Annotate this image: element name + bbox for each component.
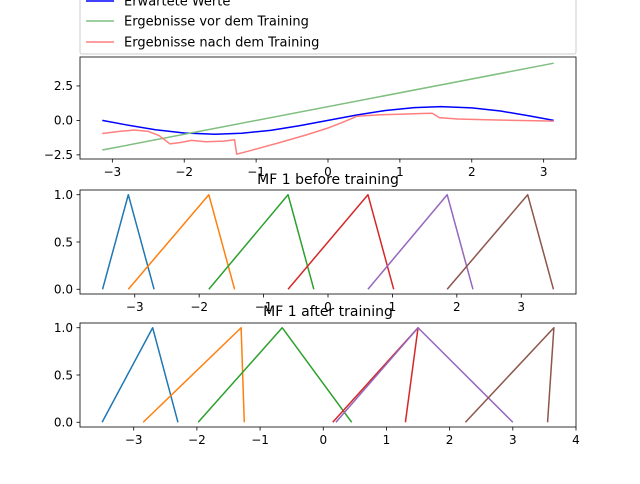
subplot-title-mf-before: MF 1 before training <box>257 172 399 188</box>
series-line-2-5 <box>464 326 555 423</box>
y-tick-label-0-0: −2.5 <box>44 148 73 162</box>
x-tick-label-2-1: −2 <box>188 433 206 447</box>
series-line-1-4 <box>367 193 474 290</box>
x-tick-label-0-5: 2 <box>468 165 476 179</box>
axes-frame-0 <box>79 56 577 160</box>
x-tick-label-2-4: 1 <box>383 433 391 447</box>
x-tick-label-2-0: −3 <box>125 433 143 447</box>
legend-label-before: Ergebnisse vor dem Training <box>124 15 309 30</box>
x-tick-label-2-2: −1 <box>251 433 269 447</box>
series-line-2-1 <box>142 326 246 423</box>
x-tick-label-1-1: −2 <box>190 300 208 314</box>
x-tick-label-2-6: 3 <box>509 433 517 447</box>
series-line-0-1 <box>102 62 554 151</box>
series-line-1-1 <box>127 193 236 290</box>
y-tick-label-1-2: 1.0 <box>54 188 73 202</box>
legend-frame <box>79 0 577 55</box>
x-tick-label-2-3: 0 <box>319 433 327 447</box>
x-tick-label-1-2: −1 <box>255 300 273 314</box>
x-tick-label-1-3: 0 <box>324 300 332 314</box>
x-tick-label-0-0: −3 <box>103 165 121 179</box>
x-tick-label-1-4: 1 <box>389 300 397 314</box>
series-line-1-3 <box>287 193 395 290</box>
x-tick-label-0-6: 3 <box>540 165 548 179</box>
subplot-mf-after: MF 1 after training −3 −2 −1 0 1 2 3 4 0.0 0.5 1.0 <box>54 304 580 447</box>
series-line-0-0 <box>102 105 554 135</box>
subplot-mf-before: MF 1 before training −3 −2 −1 0 1 2 3 0.0 0.5 1.0 <box>54 172 577 314</box>
y-tick-label-2-0: 0.0 <box>54 416 73 430</box>
subplot-predictions: −3 −2 −1 0 1 2 3 −2.5 0.0 2.5 <box>44 56 577 179</box>
y-tick-label-1-0: 0.0 <box>54 283 73 297</box>
series-line-2-0 <box>101 326 179 423</box>
series-line-2-4 <box>335 326 514 423</box>
x-tick-label-1-0: −3 <box>126 300 144 314</box>
y-tick-label-2-2: 1.0 <box>54 321 73 335</box>
legend-label-after: Ergebnisse nach dem Training <box>124 36 319 51</box>
y-tick-label-2-1: 0.5 <box>54 368 73 382</box>
x-tick-label-0-4: 1 <box>396 165 404 179</box>
x-tick-label-0-2: −1 <box>247 165 265 179</box>
x-tick-label-1-6: 3 <box>517 300 525 314</box>
series-line-1-2 <box>208 193 315 290</box>
x-tick-label-1-5: 2 <box>453 300 461 314</box>
series-line-1-5 <box>446 193 555 290</box>
x-tick-label-2-7: 4 <box>572 433 580 447</box>
legend-label-expected: Erwartete Werte <box>124 0 230 10</box>
x-tick-label-0-3: 0 <box>324 165 332 179</box>
legend: Erwartete Werte Ergebnisse vor dem Train… <box>79 0 577 55</box>
series-line-2-2 <box>197 326 353 423</box>
series-line-1-0 <box>101 193 155 290</box>
y-tick-label-0-1: 0.0 <box>54 114 73 128</box>
series-line-0-2 <box>102 112 554 155</box>
x-tick-label-0-1: −2 <box>175 165 193 179</box>
x-tick-label-2-5: 2 <box>446 433 454 447</box>
y-tick-label-1-1: 0.5 <box>54 235 73 249</box>
y-tick-label-0-2: 2.5 <box>54 79 73 93</box>
subplot-title-mf-after: MF 1 after training <box>263 304 393 320</box>
